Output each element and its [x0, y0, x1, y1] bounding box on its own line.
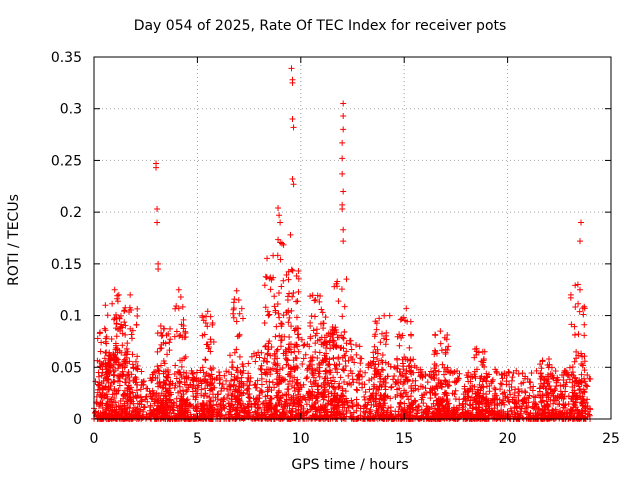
data-point — [492, 366, 499, 373]
data-point — [155, 266, 162, 273]
data-point — [473, 345, 480, 352]
y-tick-label: 0.1 — [60, 309, 82, 325]
x-tick-label: 10 — [292, 431, 310, 447]
data-point — [340, 238, 347, 245]
data-point — [288, 65, 295, 72]
data-point — [115, 291, 122, 298]
data-point — [578, 219, 585, 226]
grid-lines — [94, 57, 611, 419]
data-point — [339, 139, 346, 146]
data-point — [386, 312, 393, 319]
x-tick-label: 20 — [499, 431, 517, 447]
data-point — [102, 302, 109, 309]
data-point — [576, 286, 583, 293]
data-point — [340, 188, 347, 195]
x-tick-label: 15 — [395, 431, 413, 447]
data-point — [153, 164, 160, 171]
data-point — [287, 231, 294, 238]
x-tick-label: 0 — [90, 431, 99, 447]
data-point — [154, 206, 161, 213]
y-tick-label: 0.3 — [60, 102, 82, 118]
data-point — [340, 126, 347, 133]
x-tick-label: 25 — [602, 431, 620, 447]
plot-border — [93, 56, 612, 420]
data-point — [233, 287, 240, 294]
data-point — [545, 356, 552, 363]
data-point — [204, 308, 211, 315]
data-points — [102, 65, 585, 381]
dense-data-cloud — [91, 236, 594, 422]
data-point — [554, 374, 561, 381]
x-tick-label: 5 — [193, 431, 202, 447]
data-point — [289, 79, 296, 86]
data-point — [111, 286, 118, 293]
data-point — [290, 124, 297, 131]
data-point — [235, 297, 242, 304]
y-tick-label: 0.2 — [60, 205, 82, 221]
data-point — [275, 205, 282, 212]
data-point — [289, 176, 296, 183]
data-point — [177, 293, 184, 300]
data-point — [155, 260, 162, 267]
data-point — [403, 305, 410, 312]
data-point — [576, 238, 583, 245]
y-tick-label: 0.05 — [51, 360, 82, 376]
data-point — [479, 348, 486, 355]
data-point — [154, 219, 161, 226]
data-point — [340, 100, 347, 107]
data-point — [277, 219, 284, 226]
data-point — [574, 281, 581, 288]
chart-title: Day 054 of 2025, Rate Of TEC Index for r… — [133, 18, 507, 34]
y-tick-label: 0.15 — [51, 257, 82, 273]
data-point — [290, 181, 297, 188]
data-point — [175, 286, 182, 293]
y-tick-label: 0.25 — [51, 153, 82, 169]
data-point — [127, 291, 134, 298]
data-point — [340, 112, 347, 119]
data-point — [340, 226, 347, 233]
data-point — [339, 170, 346, 177]
axis-ticks: 0 5 10 15 20 25 0 0.05 0.1 0.15 0.2 0.25 0.3 0.35 — [51, 50, 620, 447]
data-point — [289, 116, 296, 123]
data-cloud — [91, 236, 594, 422]
data-point — [339, 206, 346, 213]
data-point — [437, 328, 444, 335]
y-tick-label: 0 — [73, 412, 82, 428]
data-point — [276, 212, 283, 219]
x-axis-label: GPS time / hours — [291, 457, 409, 473]
data-point — [339, 155, 346, 162]
y-tick-label: 0.35 — [51, 50, 82, 66]
